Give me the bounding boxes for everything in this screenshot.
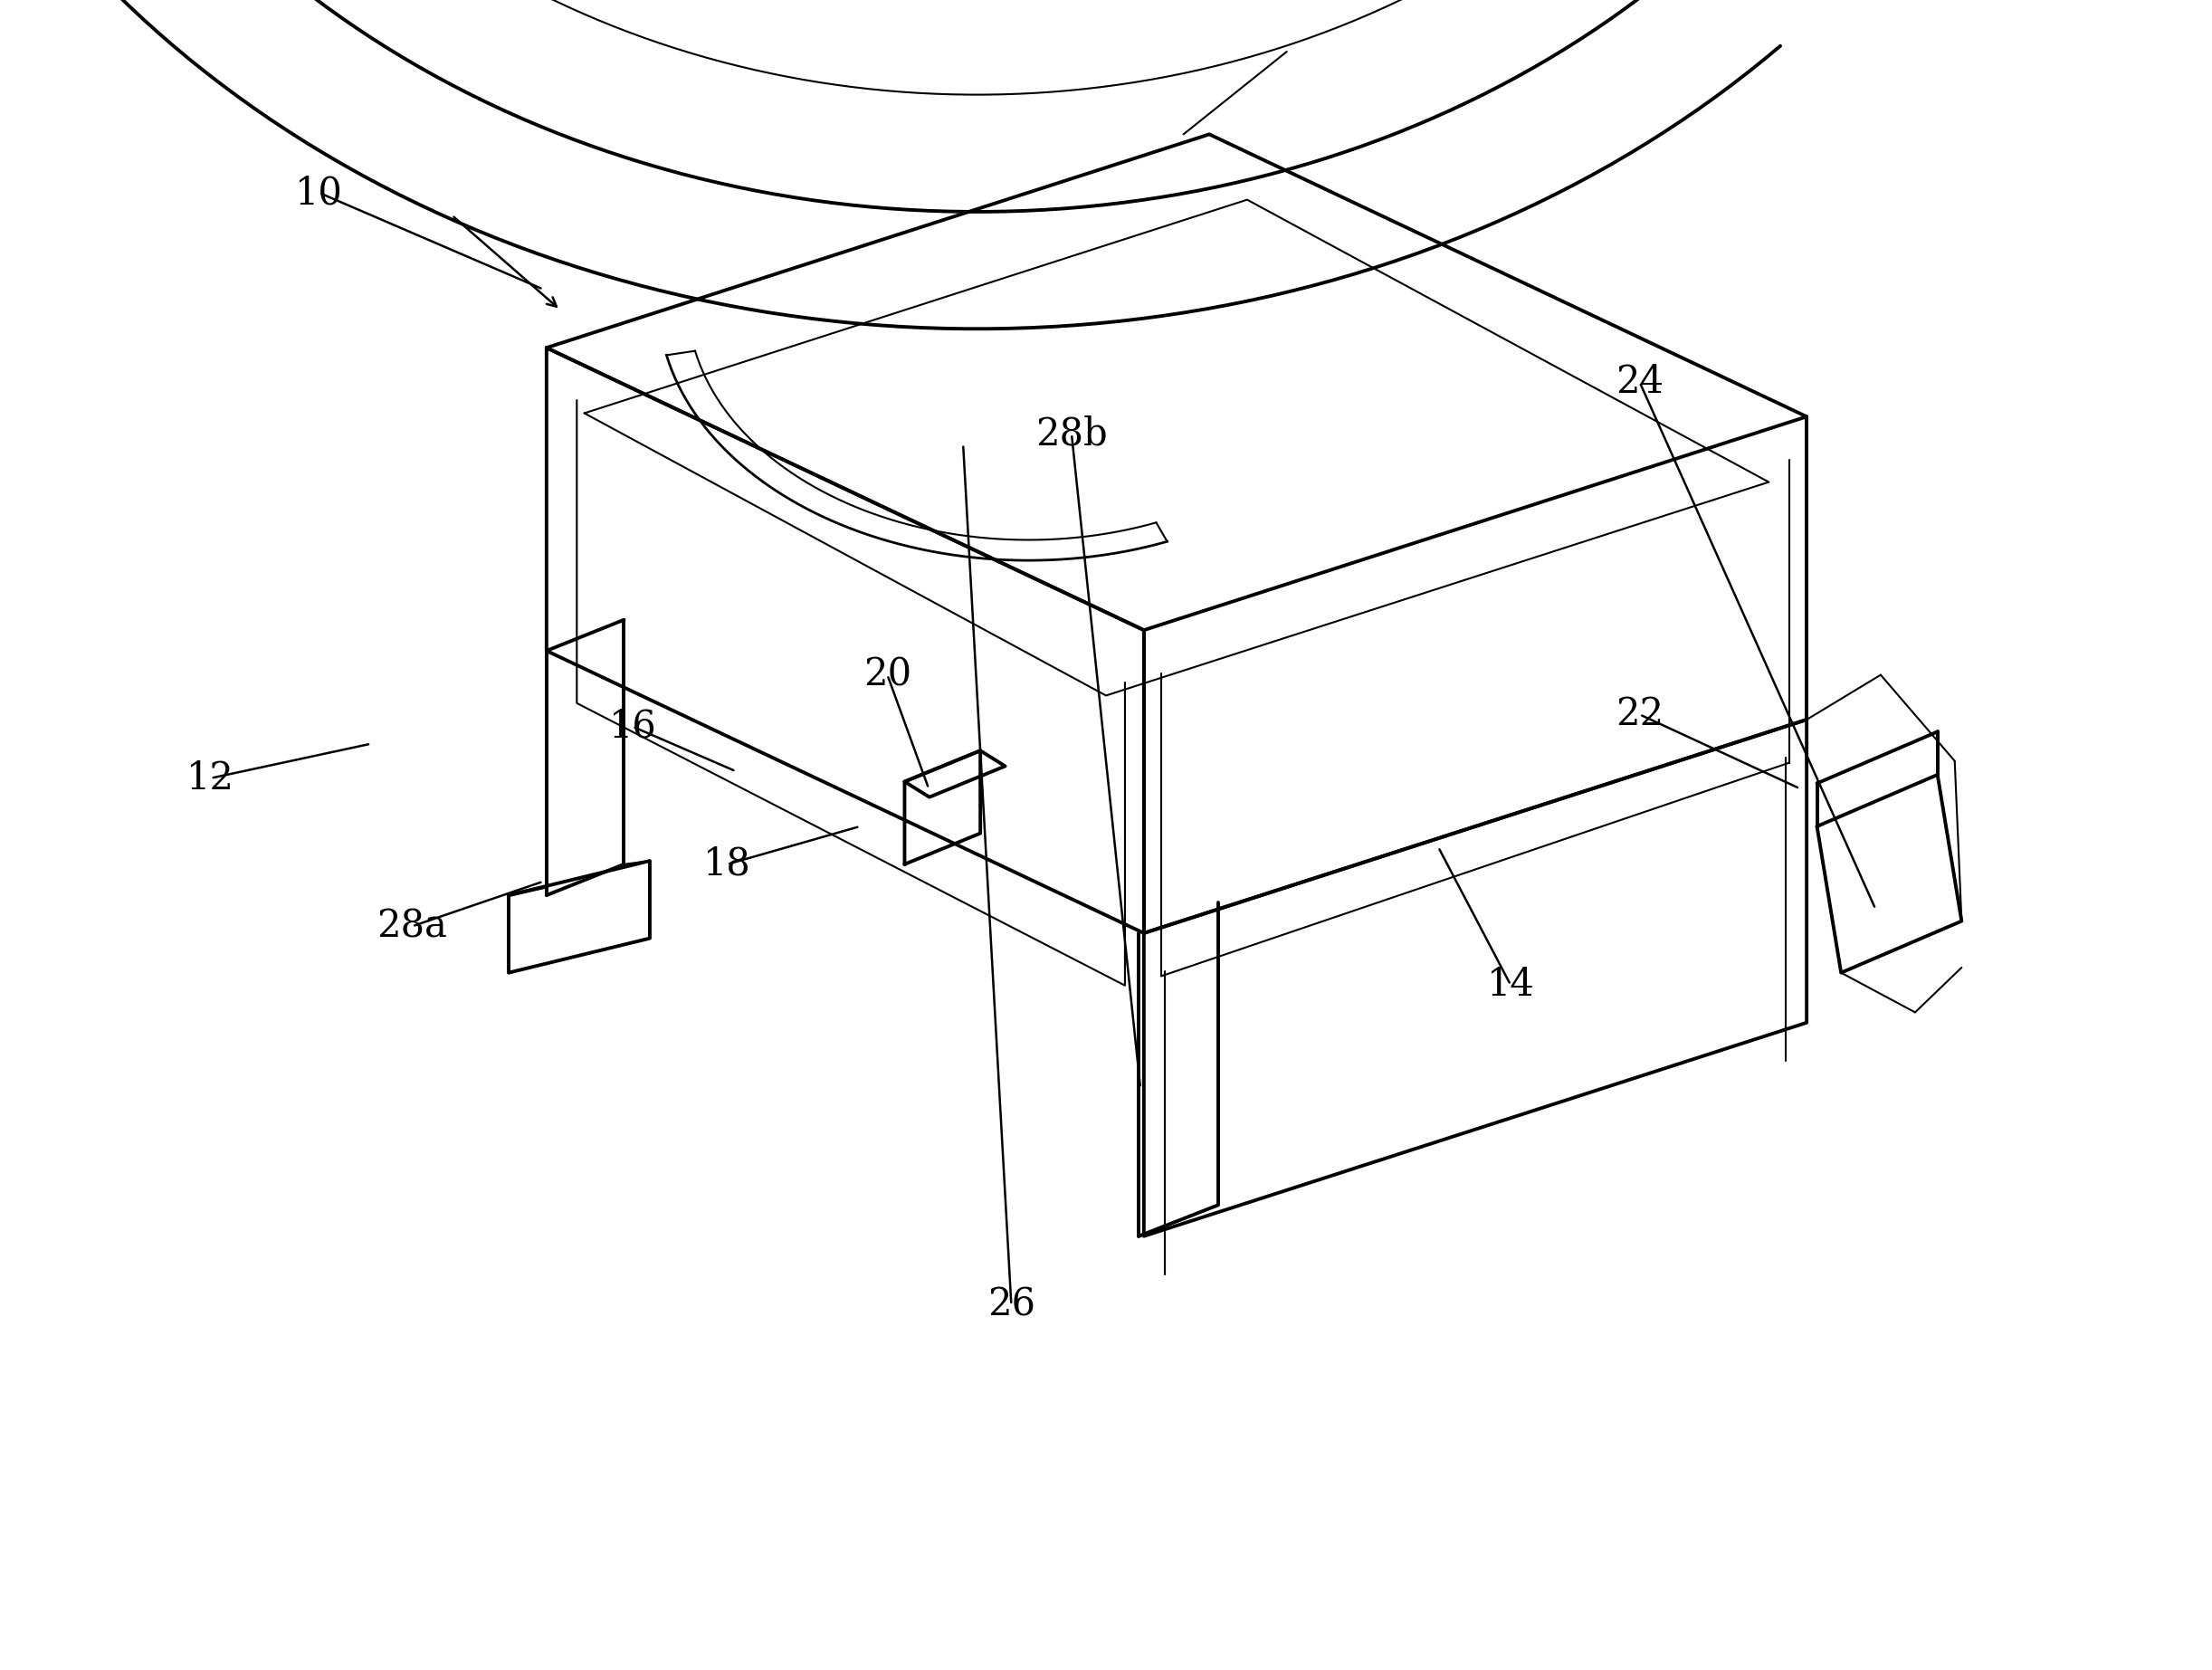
Text: 10: 10 — [296, 174, 343, 212]
Text: 22: 22 — [1615, 695, 1663, 733]
Text: 18: 18 — [703, 845, 752, 883]
Text: 16: 16 — [608, 708, 657, 745]
Text: 20: 20 — [863, 656, 911, 695]
Text: 28a: 28a — [376, 907, 447, 945]
Text: 14: 14 — [1486, 965, 1535, 1004]
Text: 24: 24 — [1615, 362, 1663, 401]
Text: 28b: 28b — [1035, 414, 1108, 453]
Text: 26: 26 — [987, 1286, 1035, 1324]
Text: 12: 12 — [186, 760, 234, 797]
